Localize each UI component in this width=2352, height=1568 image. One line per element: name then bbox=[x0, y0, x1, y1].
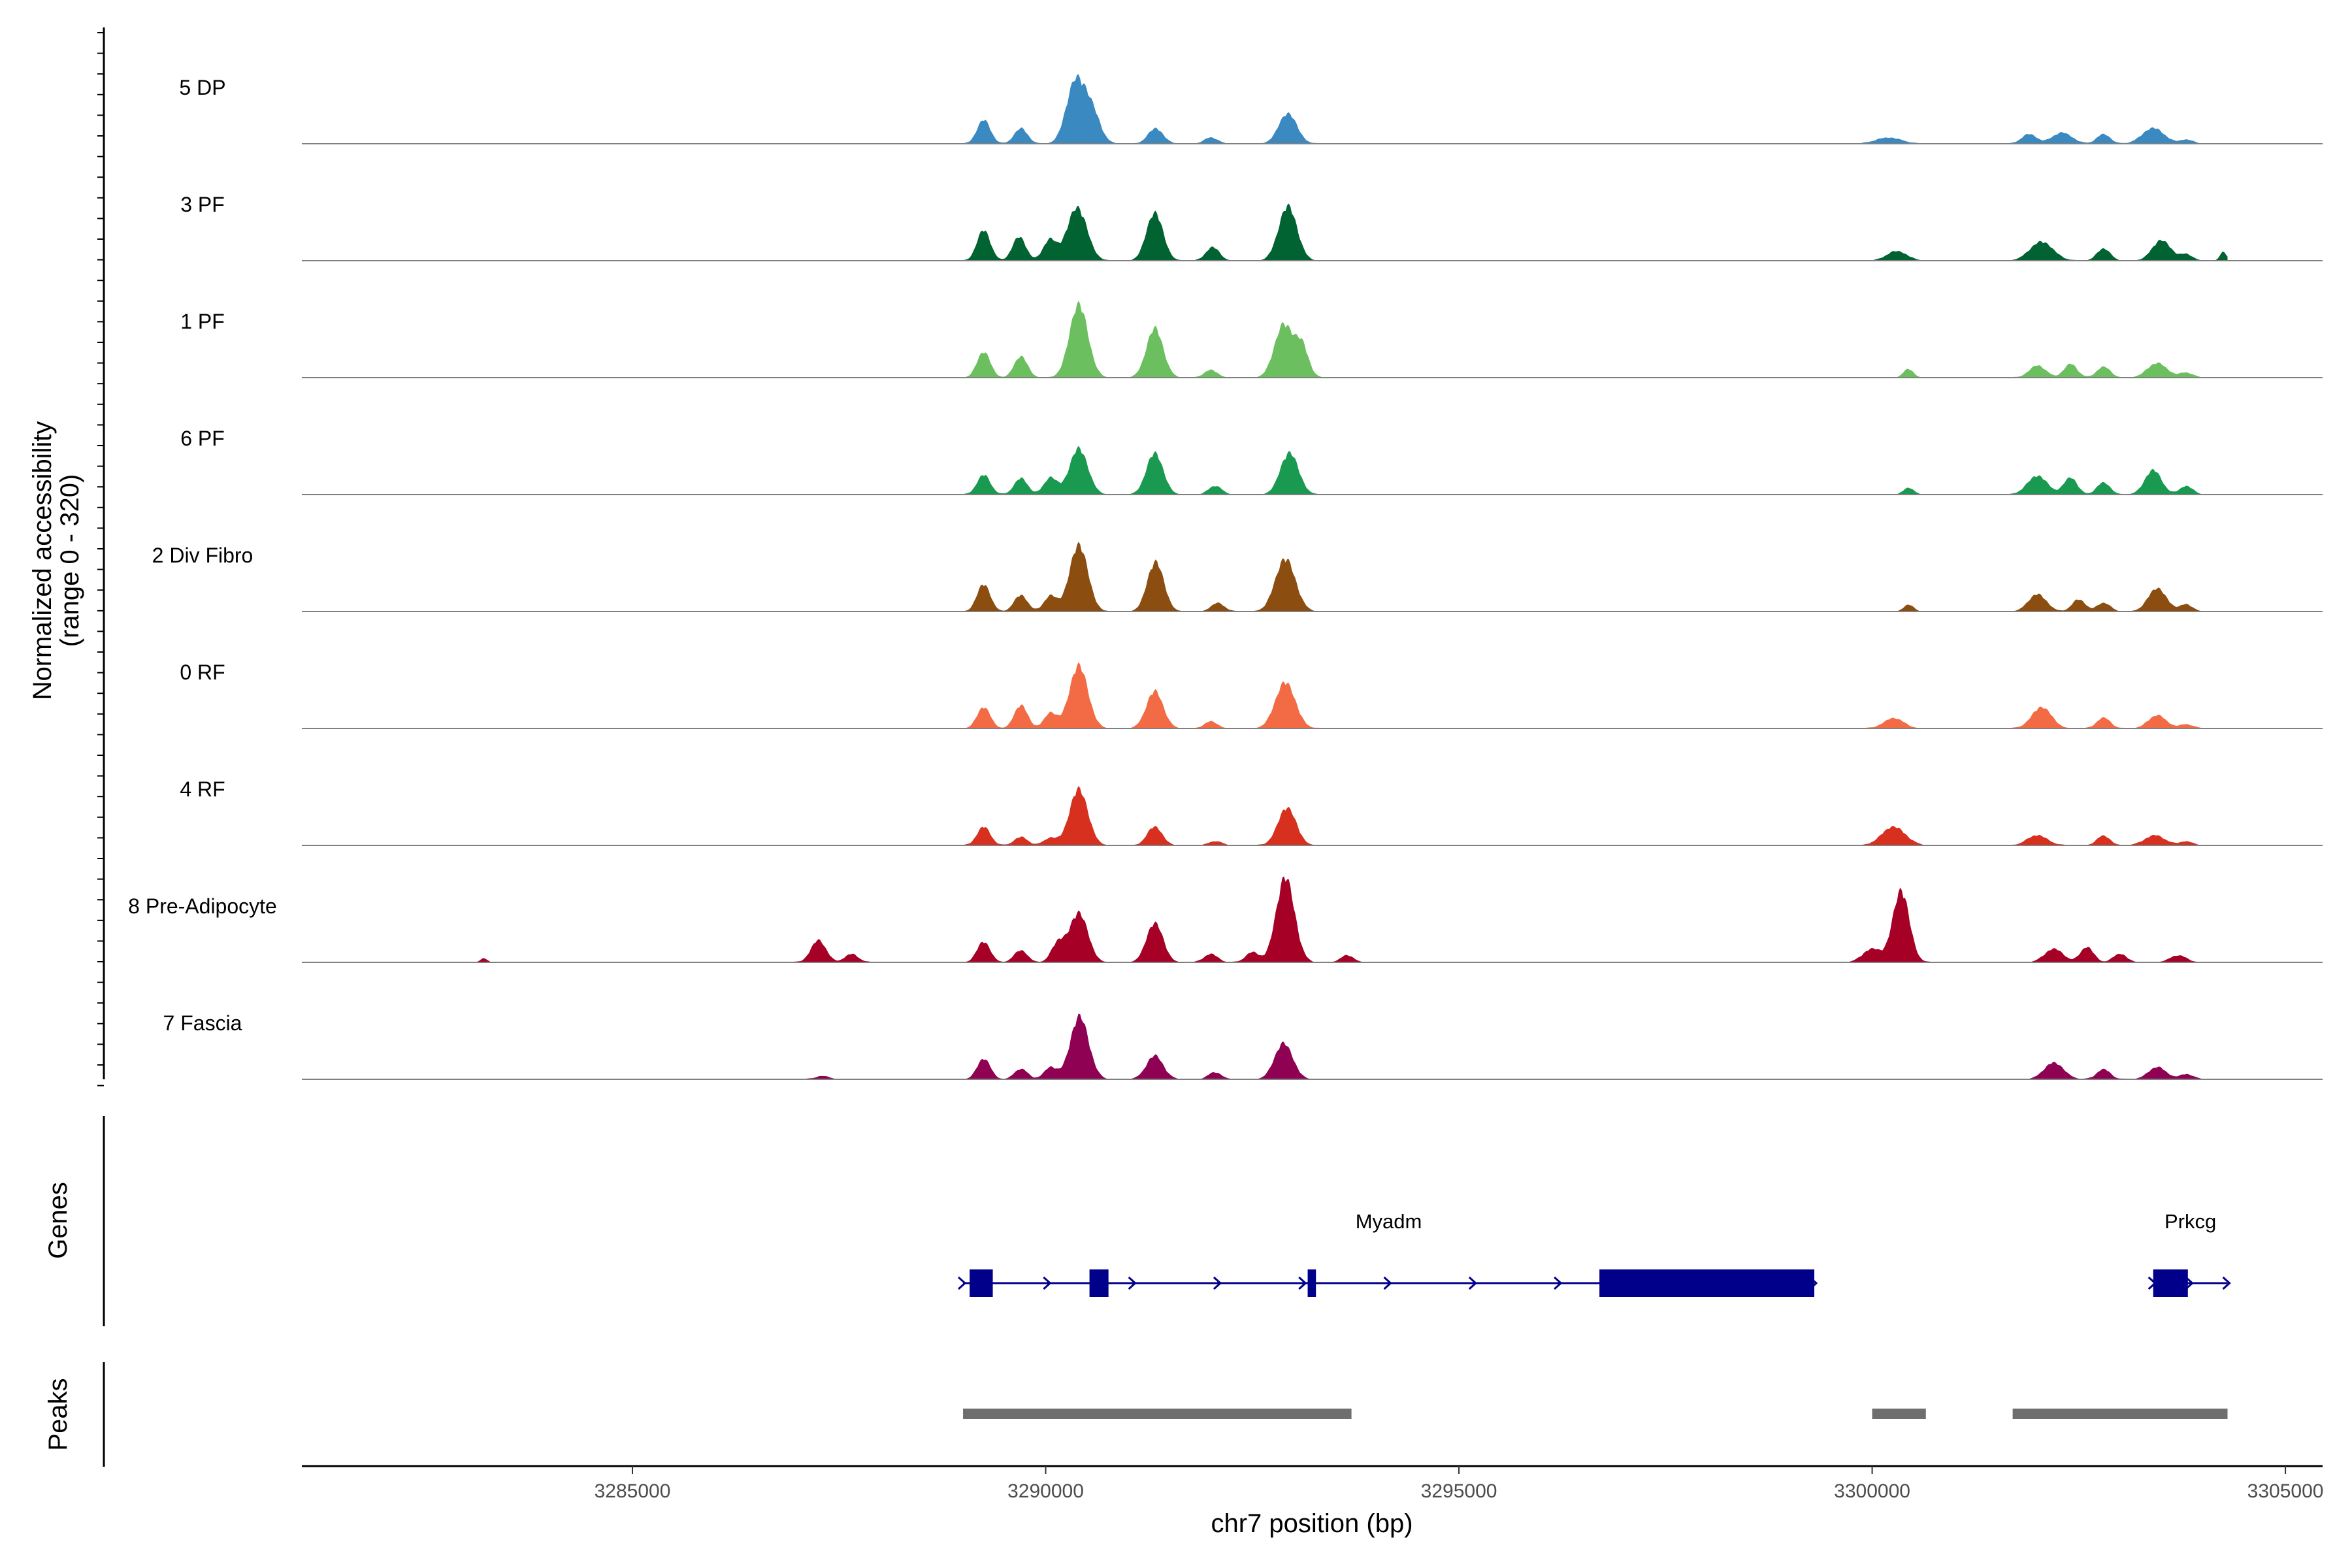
peak-region bbox=[1872, 1409, 1926, 1419]
x-tick-label: 3285000 bbox=[595, 1480, 671, 1502]
track-label: 1 PF bbox=[180, 310, 225, 333]
coverage-track: 8 Pre-Adipocyte bbox=[128, 876, 2323, 963]
track-label: 2 Div Fibro bbox=[152, 544, 253, 567]
strand-arrow-icon bbox=[2222, 1276, 2231, 1290]
coverage-track: 4 RF bbox=[180, 777, 2323, 846]
strand-arrow-icon bbox=[1043, 1276, 1052, 1290]
strand-arrow-icon bbox=[2185, 1276, 2194, 1290]
coverage-area bbox=[302, 786, 2228, 845]
gene-exon bbox=[1599, 1269, 1815, 1297]
y-axis-title-line1: Normalized accessibility bbox=[28, 421, 57, 700]
track-label: 5 DP bbox=[179, 76, 225, 99]
track-label: 6 PF bbox=[180, 427, 225, 450]
peak-region bbox=[963, 1409, 1352, 1419]
coverage-track: 5 DP bbox=[179, 74, 2323, 144]
track-label: 4 RF bbox=[180, 777, 225, 801]
x-tick-label: 3295000 bbox=[1421, 1480, 1497, 1502]
strand-arrow-icon bbox=[958, 1276, 967, 1290]
track-label: 3 PF bbox=[180, 193, 225, 216]
strand-arrow-icon bbox=[1383, 1276, 1392, 1290]
coverage-track: 1 PF bbox=[180, 301, 2323, 378]
coverage-track: 3 PF bbox=[180, 193, 2323, 261]
coverage-area bbox=[302, 301, 2228, 378]
coverage-track: 0 RF bbox=[180, 661, 2323, 729]
track-label: 0 RF bbox=[180, 661, 225, 684]
gene-name: Myadm bbox=[1356, 1210, 1422, 1233]
coverage-track: 2 Div Fibro bbox=[152, 542, 2323, 612]
x-axis-title: chr7 position (bp) bbox=[1211, 1509, 1413, 1538]
strand-arrow-icon bbox=[1128, 1276, 1137, 1290]
x-tick-label: 3300000 bbox=[1834, 1480, 1910, 1502]
gene-name: Prkcg bbox=[2164, 1210, 2216, 1233]
y-axis-title-line2: (range 0 - 320) bbox=[56, 474, 84, 647]
peaks-track bbox=[963, 1409, 2228, 1419]
gene-exon bbox=[1089, 1269, 1109, 1297]
coverage-area bbox=[302, 876, 2228, 962]
strand-arrow-icon bbox=[1213, 1276, 1222, 1290]
strand-arrow-icon bbox=[1468, 1276, 1478, 1290]
coverage-area bbox=[302, 74, 2228, 144]
coverage-track: 7 Fascia bbox=[163, 1011, 2323, 1080]
genes-track: Myadm Prkcg bbox=[958, 1210, 2231, 1297]
coverage-area bbox=[302, 1013, 2228, 1079]
coverage-area bbox=[302, 203, 2228, 261]
x-tick-label: 3305000 bbox=[2247, 1480, 2324, 1502]
gene-exon bbox=[970, 1269, 993, 1297]
x-tick-label: 3290000 bbox=[1007, 1480, 1084, 1502]
peaks-track-label: Peaks bbox=[44, 1378, 73, 1450]
coverage-y-axis bbox=[97, 27, 105, 1086]
gene: Prkcg bbox=[2148, 1210, 2231, 1297]
coverage-area bbox=[302, 446, 2228, 495]
gene: Myadm bbox=[958, 1210, 1818, 1297]
x-axis-ticks: 3285000 3290000 3295000 3300000 3305000 bbox=[595, 1466, 2324, 1502]
strand-arrow-icon bbox=[1298, 1276, 1307, 1290]
peak-region bbox=[2012, 1409, 2228, 1419]
coverage-tracks: 5 DP 3 PF 1 PF 6 PF 2 Div Fibro 0 RF 4 RF 8 Pre… bbox=[128, 74, 2323, 1080]
track-label: 8 Pre-Adipocyte bbox=[128, 894, 277, 918]
strand-arrow-icon bbox=[1554, 1276, 1563, 1290]
coverage-area bbox=[302, 662, 2228, 728]
genes-track-label: Genes bbox=[44, 1182, 73, 1259]
coverage-track: 6 PF bbox=[180, 427, 2323, 495]
gene-exon bbox=[1307, 1269, 1316, 1297]
coverage-area bbox=[302, 542, 2228, 612]
gene-exon bbox=[2153, 1269, 2188, 1297]
track-label: 7 Fascia bbox=[163, 1011, 242, 1035]
